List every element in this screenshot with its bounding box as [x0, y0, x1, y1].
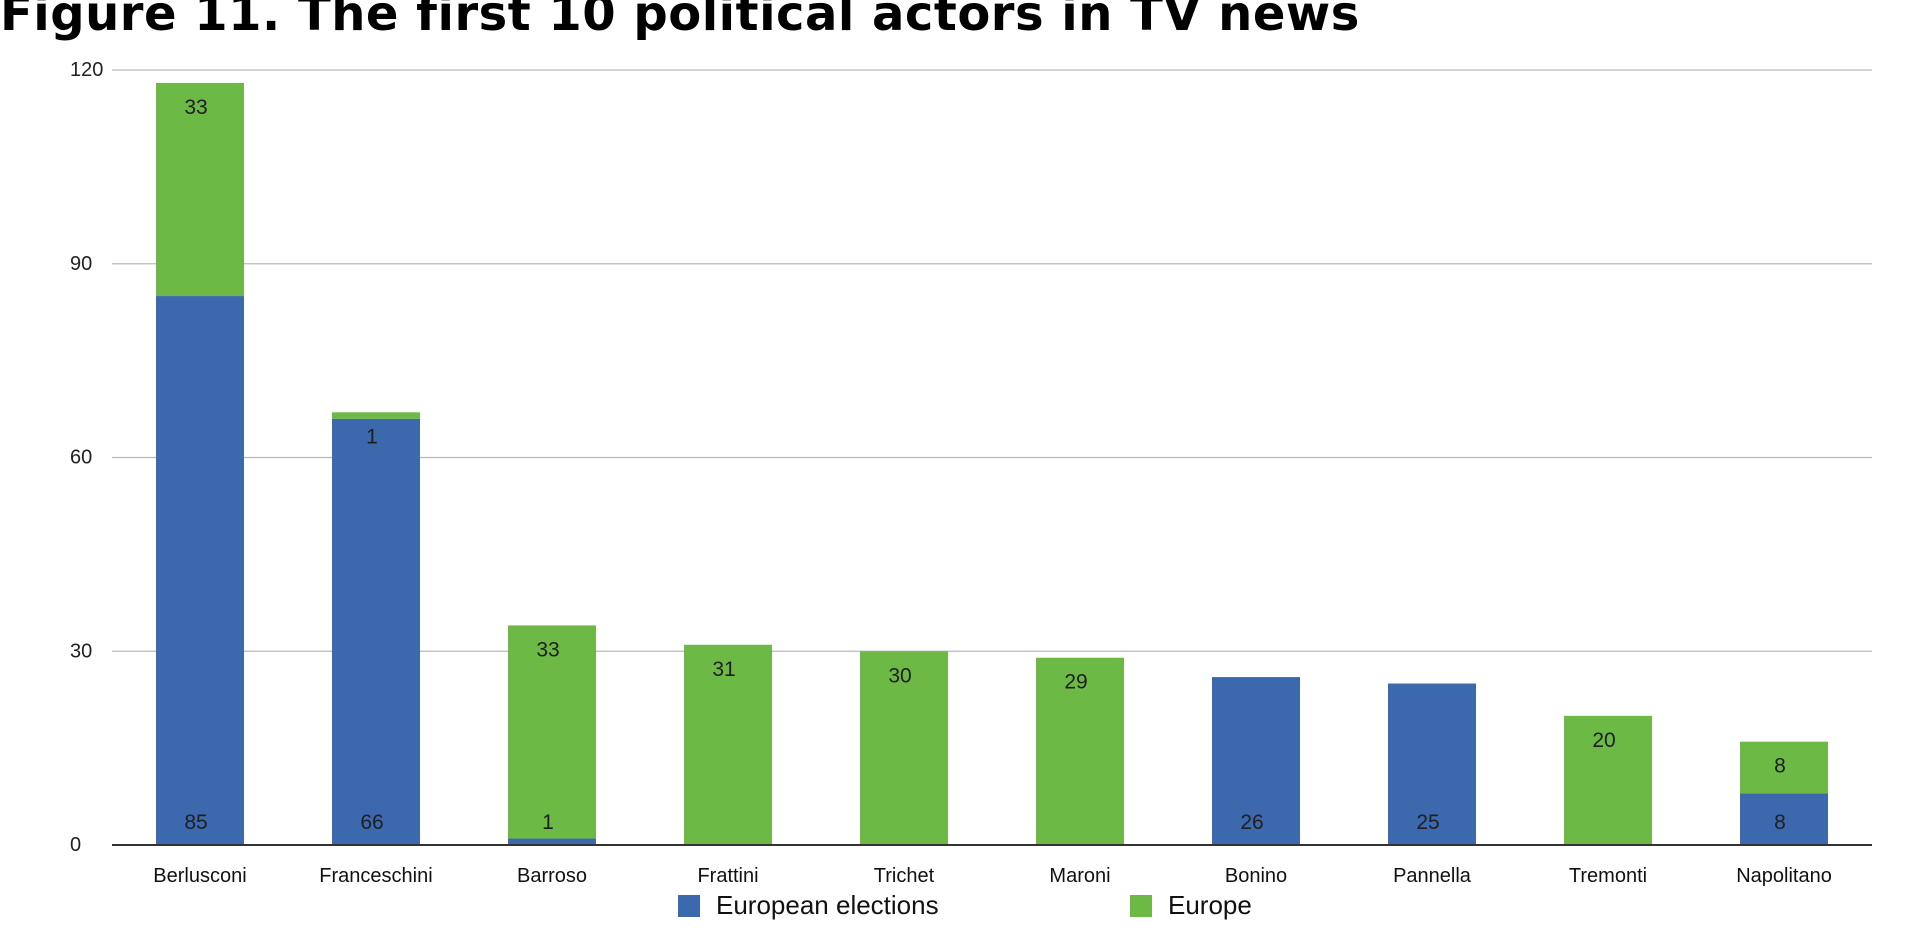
data-label-barroso-europe: 33 [536, 638, 559, 661]
data-label-berlusconi-europe: 33 [184, 96, 207, 119]
x-tick-label: Maroni [1049, 865, 1110, 886]
y-tick-label: 120 [70, 59, 103, 81]
bar-franceschini-europe [332, 412, 420, 419]
x-tick-label: Frattini [697, 865, 758, 886]
x-tick-label: Berlusconi [153, 865, 246, 886]
bar-tremonti-europe [1564, 715, 1652, 845]
data-label-barroso-european-elections: 1 [542, 811, 554, 834]
x-tick-label: Pannella [1393, 865, 1472, 886]
data-label-franceschini-europe: 1 [366, 425, 378, 448]
y-axis: 0 30 60 90 120 [70, 59, 103, 856]
bar-berlusconi-european-elections [156, 296, 244, 846]
bar-frattini-europe [684, 644, 772, 845]
data-label-berlusconi-european-elections: 85 [184, 811, 207, 834]
data-label-bonino-european-elections: 26 [1240, 811, 1263, 834]
data-label-tremonti-europe: 20 [1592, 729, 1615, 752]
bar-napolitano-europe [1740, 741, 1828, 794]
data-label-napolitano-european-elections: 8 [1774, 811, 1786, 834]
x-tick-label: Bonino [1225, 865, 1287, 886]
bars [156, 82, 1828, 846]
y-tick-label: 30 [70, 640, 92, 662]
x-tick-label: Tremonti [1569, 865, 1647, 886]
bar-pannella-european-elections [1388, 683, 1476, 845]
data-label-maroni-europe: 29 [1064, 671, 1087, 694]
data-label-frattini-europe: 31 [712, 658, 735, 681]
x-tick-label: Napolitano [1736, 865, 1832, 886]
legend-label-europe: Europe [1168, 890, 1252, 920]
x-tick-label: Barroso [517, 865, 587, 886]
data-label-pannella-european-elections: 25 [1416, 811, 1439, 834]
x-tick-label: Trichet [874, 865, 935, 886]
bar-barroso-europe [508, 625, 596, 839]
bar-napolitano-european-elections [1740, 793, 1828, 845]
data-label-franceschini-european-elections: 66 [360, 811, 383, 834]
y-tick-label: 60 [70, 447, 92, 469]
legend-swatch-european-elections [678, 894, 700, 917]
y-tick-label: 90 [70, 253, 92, 275]
bar-berlusconi-europe [156, 82, 244, 297]
y-tick-label: 0 [70, 834, 81, 856]
data-labels: 85 33 66 1 1 33 31 30 29 26 25 20 8 8 [184, 96, 1786, 834]
bar-maroni-europe [1036, 657, 1124, 845]
legend: European elections Europe [0, 886, 1932, 930]
legend-item-european-elections: European elections [678, 890, 939, 921]
x-tick-label: Franceschini [319, 865, 432, 886]
legend-label-european-elections: European elections [716, 890, 939, 920]
chart-title: Figure 11. The first 10 political actors… [0, 0, 1360, 42]
stacked-bar-chart: 0 30 60 90 120 85 33 66 1 1 33 31 30 29 26 25 20 8 8 Berl… [70, 59, 1872, 886]
data-label-napolitano-europe: 8 [1774, 755, 1786, 778]
legend-swatch-europe [1130, 894, 1152, 917]
bar-franceschini-european-elections [332, 418, 420, 845]
x-axis: Berlusconi Franceschini Barroso Frattini Tri… [112, 844, 1872, 886]
bar-bonino-european-elections [1212, 677, 1300, 845]
bar-trichet-europe [860, 651, 948, 845]
data-label-trichet-europe: 30 [888, 664, 911, 687]
bar-barroso-european-elections [508, 838, 596, 845]
legend-item-europe: Europe [1130, 890, 1252, 921]
